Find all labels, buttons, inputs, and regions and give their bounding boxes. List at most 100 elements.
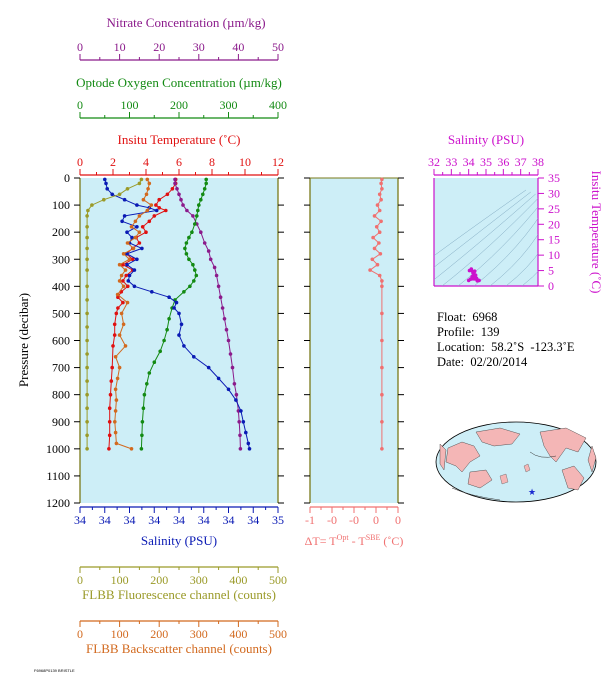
data-point-optode-oxygen-concentration-m-kg (182, 290, 186, 294)
data-point-flbb-backscatter-channel-counts (133, 219, 138, 224)
data-point-flbb-backscatter-channel-counts (123, 344, 128, 348)
series-optode-oxygen-concentration-m-kg (139, 177, 208, 451)
data-point-optode-oxygen-concentration-m-kg (191, 262, 195, 267)
data-point-salinity-psu (122, 214, 127, 218)
series-line-salinity-psu (104, 179, 250, 449)
data-point-t (377, 241, 381, 245)
data-point-optode-oxygen-concentration-m-kg (193, 268, 197, 272)
pressure-tick-label: 0 (64, 171, 70, 185)
fluorescence-axis-tick-label: 100 (111, 573, 129, 587)
date-value: 02/20/2014 (470, 355, 528, 369)
data-point-insitu-temperature-c (114, 311, 119, 316)
data-point-nitrate-concentration-m-kg (185, 208, 189, 213)
data-point-optode-oxygen-concentration-m-kg (202, 187, 207, 191)
pressure-tick-label: 100 (52, 198, 70, 212)
ts-temp-tick-label: 30 (548, 186, 560, 200)
pressure-tick-label: 900 (52, 415, 70, 429)
data-point-insitu-temperature-c (144, 230, 148, 234)
data-point-insitu-temperature-c (121, 279, 125, 283)
data-point-flbb-backscatter-channel-counts (119, 311, 124, 316)
series-flbb-backscatter-channel-counts (113, 177, 154, 451)
data-point-insitu-temperature-c (152, 214, 157, 218)
data-point-flbb-fluorescence-channel-counts (137, 181, 142, 186)
data-point-insitu-temperature-c (140, 225, 145, 229)
data-point-salinity-psu (130, 235, 134, 240)
data-point-flbb-fluorescence-channel-counts (85, 379, 89, 383)
fluorescence-axis-tick-label: 300 (190, 573, 208, 587)
data-point-insitu-temperature-c (107, 447, 111, 451)
data-point-nitrate-concentration-m-kg (206, 249, 211, 253)
data-point-t (380, 420, 384, 424)
data-point-flbb-backscatter-channel-counts (114, 398, 119, 402)
data-point-t (380, 338, 384, 343)
data-point-t (377, 208, 382, 213)
data-point-insitu-temperature-c (157, 206, 161, 210)
ts-salinity-axis-tick-label: 32 (428, 155, 440, 169)
data-point-flbb-backscatter-channel-counts (137, 214, 142, 218)
salinity-axis-tick-label: 34 (124, 513, 136, 527)
temperature-axis-tick-label: 6 (176, 155, 182, 169)
data-point-salinity-psu (126, 279, 131, 283)
data-point-flbb-backscatter-channel-counts (131, 246, 136, 251)
data-point-nitrate-concentration-m-kg (226, 338, 231, 343)
ts-temp-tick-label: 25 (548, 202, 560, 216)
data-point-flbb-fluorescence-channel-counts (139, 177, 144, 182)
data-point-flbb-backscatter-channel-counts (117, 333, 122, 337)
data-point-flbb-fluorescence-channel-counts (85, 257, 89, 262)
footer-text: F6968P0139 BRISTLE (34, 668, 75, 673)
data-point-salinity-psu (122, 197, 127, 202)
pressure-tick-label: 200 (52, 225, 70, 239)
data-point-salinity-psu (182, 344, 186, 348)
data-point-salinity-psu (226, 387, 231, 392)
data-point-insitu-temperature-c (165, 192, 170, 197)
data-point-t-s (469, 267, 474, 271)
backscatter-axis-tick-label: 100 (111, 627, 129, 641)
data-point-insitu-temperature-c (116, 295, 120, 300)
ts-diagram-panel (434, 178, 538, 286)
data-point-t (380, 177, 384, 182)
ts-temp-tick-label: 10 (548, 248, 560, 262)
data-point-t (368, 268, 372, 272)
data-point-nitrate-concentration-m-kg (173, 181, 177, 186)
data-point-nitrate-concentration-m-kg (234, 392, 239, 397)
ts-temp-tick-label: 0 (548, 279, 554, 293)
data-point-optode-oxygen-concentration-m-kg (197, 203, 201, 207)
data-point-t (374, 225, 379, 229)
data-point-insitu-temperature-c (107, 433, 112, 438)
data-point-salinity-psu (132, 284, 137, 289)
float-label: Float: (437, 310, 467, 324)
data-point-salinity-psu (127, 273, 132, 278)
nitrate-axis-tick-label: 40 (232, 40, 244, 54)
profile-row: Profile: 139 (437, 325, 574, 340)
data-point-salinity-psu (216, 376, 221, 381)
data-point-salinity-psu (154, 208, 159, 213)
data-point-optode-oxygen-concentration-m-kg (196, 208, 200, 213)
data-point-flbb-fluorescence-channel-counts (85, 225, 89, 229)
data-point-insitu-temperature-c (116, 306, 120, 310)
data-point-flbb-fluorescence-channel-counts (85, 298, 89, 302)
data-point-t (377, 273, 382, 278)
pressure-tick-label: 700 (52, 361, 70, 375)
data-point-salinity-psu (120, 219, 124, 224)
ts-density-contour (457, 206, 538, 286)
backscatter-axis-tick-label: 0 (77, 627, 83, 641)
data-point-flbb-backscatter-channel-counts (117, 279, 122, 283)
data-point-salinity-psu (104, 181, 108, 186)
delta-t-axis-label: ΔT= TOpt - TSBE (˚C) (305, 533, 404, 548)
data-point-salinity-psu (167, 295, 171, 300)
data-point-flbb-backscatter-channel-counts (145, 177, 150, 182)
pressure-tick-label: 1000 (46, 442, 70, 456)
salinity-axis-tick-label: 34 (148, 513, 160, 527)
ts-density-contour (521, 271, 538, 286)
ts-salinity-axis-tick-label: 34 (463, 155, 475, 169)
data-point-optode-oxygen-concentration-m-kg (139, 447, 144, 451)
data-point-t (380, 365, 384, 370)
location-value: 58.2˚S -123.3˚E (491, 340, 575, 354)
ts-density-contour (505, 253, 538, 286)
data-point-salinity-psu (125, 230, 129, 234)
data-point-nitrate-concentration-m-kg (214, 273, 219, 278)
data-point-flbb-backscatter-channel-counts (127, 257, 132, 262)
backscatter-axis-tick-label: 200 (150, 627, 168, 641)
ts-salinity-axis-label: Salinity (PSU) (448, 132, 524, 147)
